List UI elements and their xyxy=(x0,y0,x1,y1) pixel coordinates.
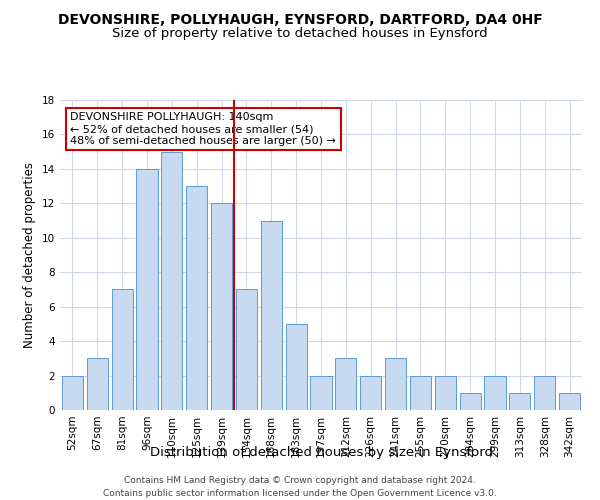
Bar xyxy=(62,376,83,410)
Text: Size of property relative to detached houses in Eynsford: Size of property relative to detached ho… xyxy=(112,28,488,40)
Text: DEVONSHIRE POLLYHAUGH: 140sqm
← 52% of detached houses are smaller (54)
48% of s: DEVONSHIRE POLLYHAUGH: 140sqm ← 52% of d… xyxy=(70,112,337,146)
Bar xyxy=(236,290,257,410)
Bar xyxy=(112,290,133,410)
Bar xyxy=(261,220,282,410)
Bar xyxy=(385,358,406,410)
Text: DEVONSHIRE, POLLYHAUGH, EYNSFORD, DARTFORD, DA4 0HF: DEVONSHIRE, POLLYHAUGH, EYNSFORD, DARTFO… xyxy=(58,12,542,26)
Bar xyxy=(484,376,506,410)
Bar xyxy=(460,393,481,410)
Bar xyxy=(87,358,108,410)
Bar xyxy=(360,376,381,410)
Bar xyxy=(435,376,456,410)
Bar xyxy=(136,169,158,410)
Text: Contains HM Land Registry data © Crown copyright and database right 2024.
Contai: Contains HM Land Registry data © Crown c… xyxy=(103,476,497,498)
Bar xyxy=(211,204,232,410)
Bar xyxy=(335,358,356,410)
Bar xyxy=(534,376,555,410)
Text: Distribution of detached houses by size in Eynsford: Distribution of detached houses by size … xyxy=(149,446,493,459)
Bar xyxy=(161,152,182,410)
Bar xyxy=(186,186,207,410)
Bar xyxy=(509,393,530,410)
Bar xyxy=(559,393,580,410)
Y-axis label: Number of detached properties: Number of detached properties xyxy=(23,162,37,348)
Bar xyxy=(286,324,307,410)
Bar xyxy=(310,376,332,410)
Bar xyxy=(410,376,431,410)
